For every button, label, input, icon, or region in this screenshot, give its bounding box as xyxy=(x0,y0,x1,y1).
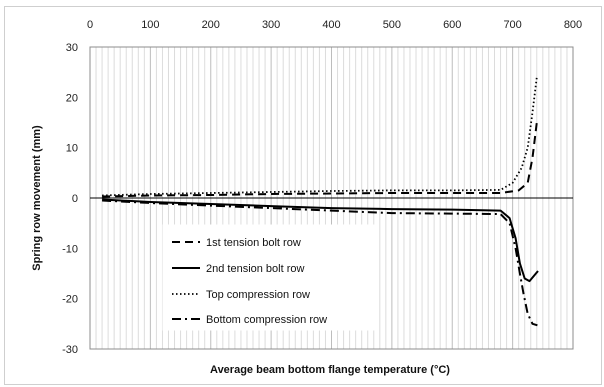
x-tick-label: 200 xyxy=(202,19,220,31)
y-tick-label: 0 xyxy=(72,193,78,205)
x-tick-label: 500 xyxy=(383,19,401,31)
series-line-3 xyxy=(102,77,538,197)
series-lines xyxy=(102,77,539,327)
y-tick-label: -30 xyxy=(62,344,78,356)
x-tick-label: 0 xyxy=(87,19,93,31)
legend-label-3: Top compression row xyxy=(206,289,310,301)
legend-label-2: 2nd tension bolt row xyxy=(206,263,305,275)
x-tick-label: 100 xyxy=(141,19,159,31)
axes xyxy=(89,46,574,350)
series-line-4 xyxy=(102,199,538,327)
y-axis-label: Spring row movement (mm) xyxy=(31,125,43,271)
y-tick-label: -20 xyxy=(62,294,78,306)
ticks: 0 100 200 300 400 500 600 700 8003020100-10-20-3… xyxy=(62,19,582,356)
series-line-2 xyxy=(102,198,539,283)
x-tick-label: 400 xyxy=(322,19,340,31)
y-tick-label: 10 xyxy=(66,143,78,155)
y-tick-label: 30 xyxy=(66,42,78,54)
x-axis-label: Average beam bottom flange temperature (… xyxy=(210,364,450,376)
x-tick-label: 600 xyxy=(443,19,461,31)
legend-label-1: 1st tension bolt row xyxy=(206,237,301,249)
legend: 1st tension bolt row 2nd tension bolt row… xyxy=(162,224,379,331)
x-tick-label: 300 xyxy=(262,19,280,31)
series-line-1 xyxy=(102,122,538,198)
y-tick-label: -10 xyxy=(62,243,78,255)
x-tick-label: 700 xyxy=(503,19,521,31)
y-tick-label: 20 xyxy=(66,92,78,104)
x-tick-label: 800 xyxy=(564,19,582,31)
legend-label-4: Bottom compression row xyxy=(206,314,327,326)
